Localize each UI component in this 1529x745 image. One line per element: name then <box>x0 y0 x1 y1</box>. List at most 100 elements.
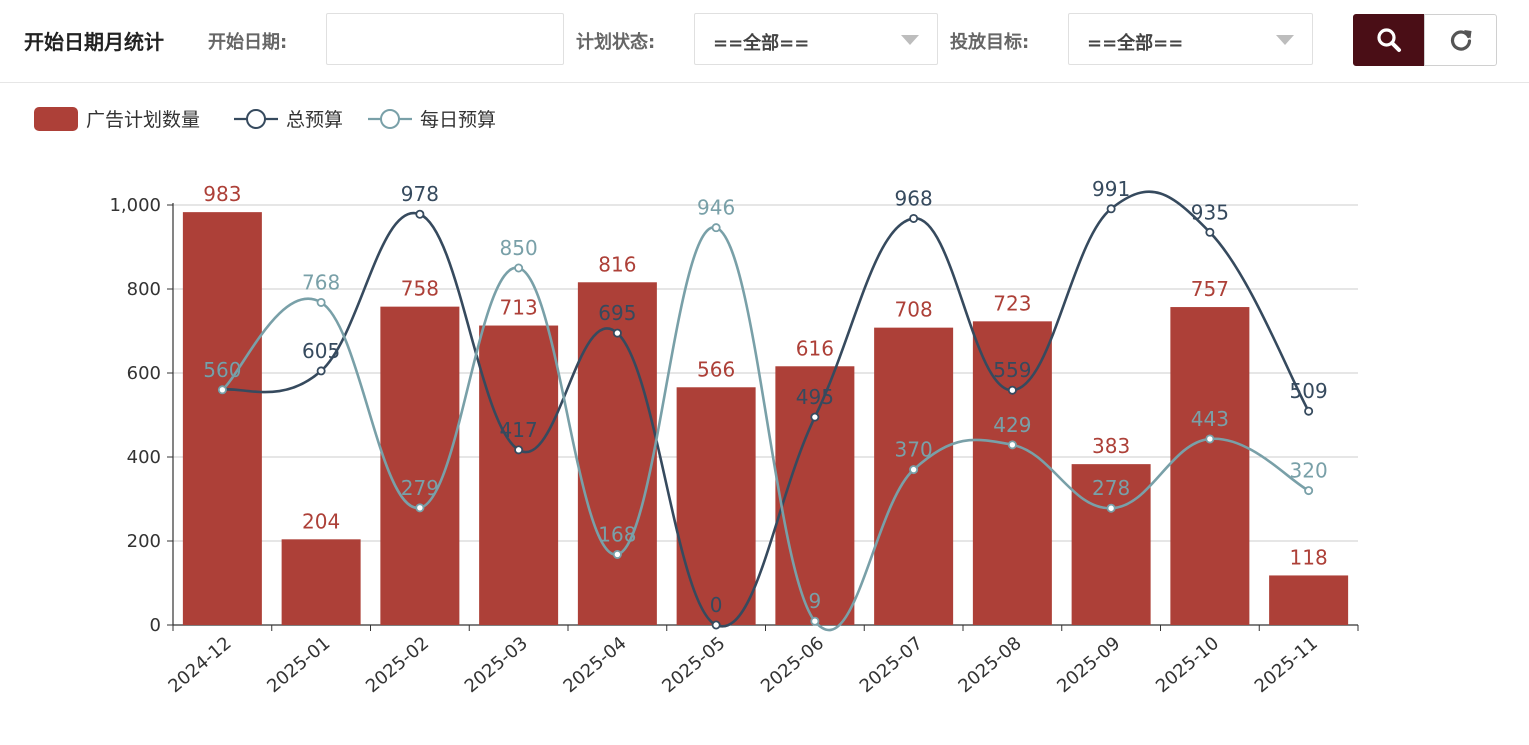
point-daily-budget <box>415 503 425 513</box>
x-tick-label: 2025-08 <box>954 633 1025 697</box>
search-button[interactable] <box>1353 14 1425 66</box>
data-label-plan-count: 566 <box>697 357 735 381</box>
x-tick-label: 2024-12 <box>164 633 235 697</box>
start-date-label: 开始日期: <box>208 32 288 53</box>
data-label-total-budget: 417 <box>500 418 538 442</box>
bar-plan-count <box>676 387 756 625</box>
y-tick-label: 1,000 <box>109 195 161 216</box>
data-label-plan-count: 708 <box>895 298 933 322</box>
x-tick-label: 2025-02 <box>362 633 433 697</box>
point-daily-budget <box>1007 440 1017 450</box>
target-select[interactable]: ==全部== <box>1068 13 1313 65</box>
data-label-plan-count: 383 <box>1092 434 1130 458</box>
y-tick-label: 400 <box>127 447 161 468</box>
bar-plan-count <box>479 325 559 625</box>
data-label-daily-budget: 560 <box>203 358 241 382</box>
x-tick-label: 2025-03 <box>461 633 532 697</box>
point-total-budget <box>1304 406 1314 416</box>
point-total-budget <box>612 328 622 338</box>
point-daily-budget <box>514 263 524 273</box>
x-tick-label: 2025-05 <box>658 633 729 697</box>
y-tick-label: 0 <box>150 615 161 636</box>
x-tick-label: 2025-01 <box>263 633 334 697</box>
data-label-total-budget: 695 <box>598 301 636 325</box>
data-label-daily-budget: 320 <box>1290 459 1328 483</box>
data-label-plan-count: 983 <box>203 182 241 206</box>
y-tick-label: 800 <box>127 279 161 300</box>
data-label-daily-budget: 9 <box>809 589 822 613</box>
bar-plan-count <box>874 327 954 625</box>
data-label-plan-count: 757 <box>1191 277 1229 301</box>
data-label-total-budget: 559 <box>993 358 1031 382</box>
data-label-total-budget: 0 <box>710 593 723 617</box>
refresh-icon <box>1450 30 1471 51</box>
data-label-daily-budget: 429 <box>993 413 1031 437</box>
x-tick-label: 2025-10 <box>1152 633 1223 697</box>
data-label-plan-count: 713 <box>500 296 538 320</box>
data-label-plan-count: 723 <box>993 291 1031 315</box>
point-total-budget <box>810 412 820 422</box>
y-tick-label: 600 <box>127 363 161 384</box>
point-total-budget <box>415 209 425 219</box>
x-tick-label: 2025-04 <box>559 633 630 697</box>
data-label-total-budget: 495 <box>796 385 834 409</box>
legend-marker-daily-budget <box>380 109 400 129</box>
point-daily-budget <box>1106 503 1116 513</box>
point-total-budget <box>1205 227 1215 237</box>
bar-plan-count <box>1071 464 1151 625</box>
legend-label-daily-budget: 每日预算 <box>420 109 496 131</box>
chart-area: 0 200 400 600 800 1,000 2024-12 2025-01 2025-02 2… <box>34 107 1359 697</box>
data-label-daily-budget: 850 <box>500 236 538 260</box>
plan-status-value: ==全部== <box>713 33 810 54</box>
data-label-total-budget: 978 <box>401 182 439 206</box>
data-label-daily-budget: 443 <box>1191 407 1229 431</box>
point-daily-budget <box>1205 434 1215 444</box>
point-total-budget <box>1106 204 1116 214</box>
data-label-total-budget: 935 <box>1191 200 1229 224</box>
search-icon <box>1377 28 1401 52</box>
point-daily-budget <box>612 549 622 559</box>
data-label-plan-count: 816 <box>598 252 636 276</box>
bar-plan-count <box>1170 307 1250 625</box>
data-label-plan-count: 616 <box>796 336 834 360</box>
point-daily-budget <box>711 223 721 233</box>
x-tick-label: 2025-11 <box>1251 633 1322 697</box>
point-total-budget <box>711 620 721 630</box>
plan-status-label: 计划状态: <box>576 32 656 53</box>
point-total-budget <box>909 213 919 223</box>
data-label-daily-budget: 278 <box>1092 476 1130 500</box>
legend-label-total-budget: 总预算 <box>286 109 343 131</box>
bar-plan-count <box>182 212 262 625</box>
x-tick-label: 2025-09 <box>1053 633 1124 697</box>
chevron-down-icon <box>1276 35 1294 45</box>
data-label-total-budget: 968 <box>895 186 933 210</box>
legend-label-plan-count: 广告计划数量 <box>86 109 200 131</box>
data-label-daily-budget: 168 <box>598 522 636 546</box>
point-daily-budget <box>810 616 820 626</box>
legend-marker-total-budget <box>246 109 266 129</box>
start-date-input[interactable] <box>326 13 564 65</box>
bar-plan-count <box>972 321 1052 625</box>
point-daily-budget <box>316 297 326 307</box>
data-label-plan-count: 118 <box>1290 545 1328 569</box>
bar-plan-count <box>1269 575 1349 625</box>
point-daily-budget <box>217 385 227 395</box>
x-tick-label: 2025-07 <box>856 633 927 697</box>
bar-plan-count <box>281 539 361 625</box>
y-tick-label: 200 <box>127 531 161 552</box>
point-total-budget <box>1007 385 1017 395</box>
data-label-daily-budget: 946 <box>697 196 735 220</box>
data-label-plan-count: 758 <box>401 277 439 301</box>
refresh-button[interactable] <box>1424 14 1497 66</box>
plan-status-select[interactable]: ==全部== <box>694 13 938 65</box>
data-label-total-budget: 560 <box>203 358 241 382</box>
target-label: 投放目标: <box>950 32 1030 53</box>
data-label-total-budget: 991 <box>1092 177 1130 201</box>
page-title: 开始日期月统计 <box>24 30 164 54</box>
chevron-down-icon <box>901 35 919 45</box>
legend-swatch-plan-count <box>34 107 78 131</box>
point-total-budget <box>316 366 326 376</box>
data-label-daily-budget: 370 <box>895 438 933 462</box>
bar-plan-count <box>775 366 855 625</box>
x-tick-label: 2025-06 <box>757 633 828 697</box>
